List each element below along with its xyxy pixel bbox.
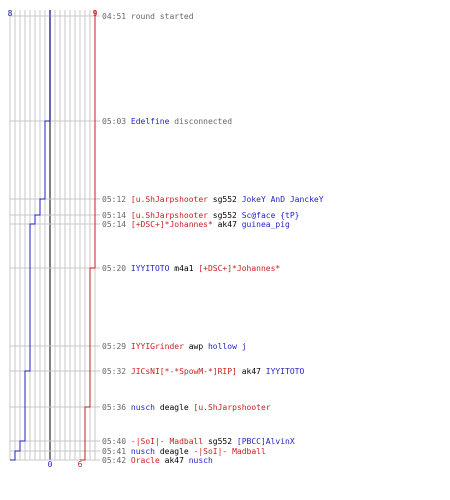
event-part: Edelfine [131,117,170,126]
event-row: 05:12 [u.ShJarpshooter sg552 JokeY AnD J… [102,195,324,204]
event-time: 05:12 [102,195,131,204]
grid-lines [9,10,100,461]
event-part: round started [131,12,194,21]
event-part: Oracle [131,456,160,465]
event-part: ak47 [213,220,242,229]
event-part: [u.ShJarpshooter [131,195,208,204]
event-time: 05:03 [102,117,131,126]
blue-team-line [10,10,51,461]
event-part: awp [184,342,208,351]
event-part: [+DSC+]*Johannes* [198,264,280,273]
red-bottom-label: 6 [78,460,83,469]
event-row: 05:42 Oracle ak47 nusch [102,456,213,465]
event-part: Sc@face {tP} [242,211,300,220]
event-log: 04:51 round started 05:03 Edelfine discon… [102,12,324,465]
event-part: nusch [189,456,213,465]
blue-bottom-label: 0 [48,460,53,469]
event-time: 05:14 [102,211,131,220]
event-part: guinea_pig [242,220,290,229]
event-time: 05:36 [102,403,131,412]
event-row: 05:41 nusch deagle -|SoI|- Madball [102,447,266,456]
event-row: 05:20 IYYITOTO m4a1 [+DSC+]*Johannes* [102,264,280,273]
event-time: 05:32 [102,367,131,376]
event-row: 05:03 Edelfine disconnected [102,117,232,126]
event-part: [u.ShJarpshooter [131,211,208,220]
event-part: disconnected [169,117,232,126]
event-row: 05:14 [+DSC+]*Johannes* ak47 guinea_pig [102,220,290,229]
blue-top-label: 8 [8,9,13,18]
event-time: 05:42 [102,456,131,465]
red-top-label: 9 [93,9,98,18]
event-part: ak47 [237,367,266,376]
series-lines [10,10,96,461]
event-part: ak47 [160,456,189,465]
event-time: 05:29 [102,342,131,351]
event-part: hollow j [208,342,247,351]
event-row: 05:40 -|SoI|- Madball sg552 [PBCC]AlvinX [102,437,295,446]
event-part: [+DSC+]*Johannes* [131,220,213,229]
event-row: 04:51 round started [102,12,194,21]
event-part: deagle [155,403,194,412]
event-row: 05:32 JICsNI[*-*SpowM-*]RIP] ak47 IYYITO… [102,367,304,376]
event-part: -|SoI|- Madball [194,447,266,456]
event-part: sg552 [208,211,242,220]
event-time: 05:41 [102,447,131,456]
event-part: IYYIGrinder [131,342,184,351]
event-time: 05:14 [102,220,131,229]
event-part: deagle [155,447,194,456]
red-team-line [80,10,96,461]
event-part: [PBCC]AlvinX [237,437,295,446]
event-part: JICsNI[*-*SpowM-*]RIP] [131,367,237,376]
event-part: sg552 [208,195,242,204]
event-part: JokeY AnD JanckeY [242,195,324,204]
event-time: 04:51 [102,12,131,21]
event-part: IYYITOTO [266,367,305,376]
event-time: 05:20 [102,264,131,273]
event-part: IYYITOTO [131,264,170,273]
event-part: nusch [131,403,155,412]
event-row: 05:29 IYYIGrinder awp hollow j [102,342,247,351]
event-part: m4a1 [169,264,198,273]
event-part: -|SoI|- Madball [131,437,203,446]
event-part: [u.ShJarpshooter [194,403,271,412]
event-row: 05:14 [u.ShJarpshooter sg552 Sc@face {tP… [102,211,299,220]
event-time: 05:40 [102,437,131,446]
event-part: nusch [131,447,155,456]
event-row: 05:36 nusch deagle [u.ShJarpshooter [102,403,271,412]
event-part: sg552 [203,437,237,446]
